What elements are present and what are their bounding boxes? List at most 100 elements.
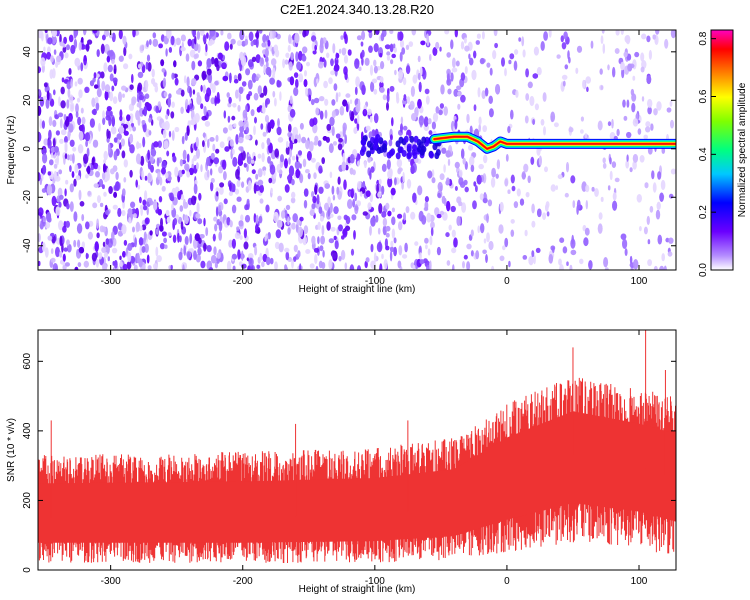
spectrogram-cell (253, 92, 259, 101)
spectrogram-cell (107, 64, 113, 73)
spectrogram-cell (178, 251, 183, 261)
spectrogram-cell (269, 77, 275, 85)
spectrogram-cell (232, 156, 238, 167)
spectrogram-cell (132, 126, 137, 132)
spectrogram-cell (382, 217, 388, 227)
spectrogram-cell (259, 57, 265, 67)
spectrogram-cell (611, 161, 617, 169)
spectrogram-cell (38, 131, 42, 143)
spectrogram-cell (202, 34, 207, 43)
spectrogram-cell (58, 169, 63, 175)
spectrogram-cell (591, 186, 595, 192)
spectrogram-cell (309, 209, 315, 216)
spectrogram-cell (299, 263, 302, 270)
spectrogram-cell (274, 97, 277, 107)
spectrogram-cell (203, 217, 206, 227)
spectrogram-cell (335, 52, 340, 59)
spectrogram-cell (159, 225, 164, 232)
spectrogram-cell (77, 262, 82, 268)
spectrogram-cell (293, 72, 299, 78)
spectrogram-cell (504, 237, 509, 248)
spectrogram-cell (454, 119, 458, 130)
spectrogram-cell (236, 40, 242, 47)
colorbar-tick-label: 0.2 (698, 205, 709, 219)
spectrogram-cell (303, 188, 309, 197)
spectrogram-cell (279, 91, 282, 101)
spectrogram-cell (528, 256, 534, 266)
spectrogram-cell (576, 45, 583, 53)
spectrogram-cell (354, 86, 358, 96)
spectrogram-cell (53, 163, 58, 169)
spectrogram-cell (560, 35, 564, 43)
spectrogram-cell (223, 198, 228, 205)
spectrogram-cell (361, 57, 364, 66)
spectrogram-cell (412, 265, 416, 270)
spectrogram-cell (405, 206, 410, 214)
spectrogram-cell (251, 169, 256, 175)
spectrogram-cell (277, 118, 280, 128)
spectrogram-cell (248, 253, 254, 260)
spectrogram-cell (295, 51, 299, 62)
spectrogram-cell (206, 245, 212, 253)
spectrogram-cell (123, 130, 129, 136)
spectrogram-cell (603, 257, 609, 268)
spectrogram-cell (98, 178, 104, 188)
spectrogram-cell (47, 171, 52, 176)
spectrogram-cell (55, 130, 61, 136)
spectrogram-cell (271, 58, 277, 66)
spectrogram-cell (537, 208, 542, 218)
spectrogram-cell (219, 141, 225, 148)
spectrogram-cell (609, 157, 612, 165)
spectrogram-cell (343, 179, 347, 190)
spectrogram-cell (334, 240, 339, 250)
spectrogram-cell (224, 146, 230, 152)
spectrogram-cell (276, 126, 282, 136)
spectrogram-cell (47, 139, 52, 149)
spectrogram-cell (144, 175, 148, 181)
spectrogram-cell (269, 30, 273, 40)
spectrogram-cell (66, 99, 70, 109)
spectrogram-cell (289, 148, 292, 158)
spectrogram-cell (299, 216, 304, 222)
spectrogram-cell (180, 106, 184, 114)
spectrogram-cell (237, 73, 242, 82)
spectrogram-cell (349, 99, 353, 104)
spectrogram-cell (472, 200, 477, 210)
spectrogram-cell (77, 77, 83, 85)
spectrogram-cell (434, 207, 440, 216)
spectrogram-cell (390, 59, 394, 65)
spectrogram-cell (214, 80, 219, 86)
spectrogram-cell (227, 102, 232, 108)
spectrogram-cell (393, 43, 396, 49)
spectrogram-cell (218, 166, 224, 174)
spectrogram-cell (102, 110, 105, 120)
spectrogram-cell (413, 135, 419, 143)
spectrogram-cell (186, 171, 191, 178)
spectrogram-cell (332, 141, 338, 146)
spectrogram-cell (410, 86, 415, 97)
spectrogram-cell (602, 157, 606, 164)
spectrogram-cell (521, 171, 526, 180)
spectrogram-cell (180, 46, 186, 52)
spectrogram-cell (215, 134, 219, 142)
spectrogram-cell (338, 137, 343, 143)
spectrogram-cell (459, 201, 463, 207)
spectrogram-cell (339, 106, 345, 116)
spectrogram-cell (111, 59, 115, 64)
y-tick-label: 200 (22, 492, 33, 509)
spectrogram-cell (440, 84, 445, 95)
spectrogram-cell (507, 126, 511, 134)
spectrogram-cell (510, 109, 514, 120)
spectrogram-cell (436, 213, 442, 219)
spectrogram-cell (188, 167, 194, 176)
spectrogram-cell (354, 204, 359, 215)
spectrogram-cell (640, 52, 645, 62)
spectrogram-cell (215, 206, 219, 217)
spectrogram-cell (43, 138, 49, 146)
spectrogram-cell (101, 184, 105, 190)
spectrogram-cell (641, 33, 647, 40)
spectrogram-cell (523, 163, 529, 173)
spectrogram-cell (113, 64, 117, 75)
spectrogram-cell (64, 262, 70, 267)
snr-core-band (38, 411, 676, 543)
